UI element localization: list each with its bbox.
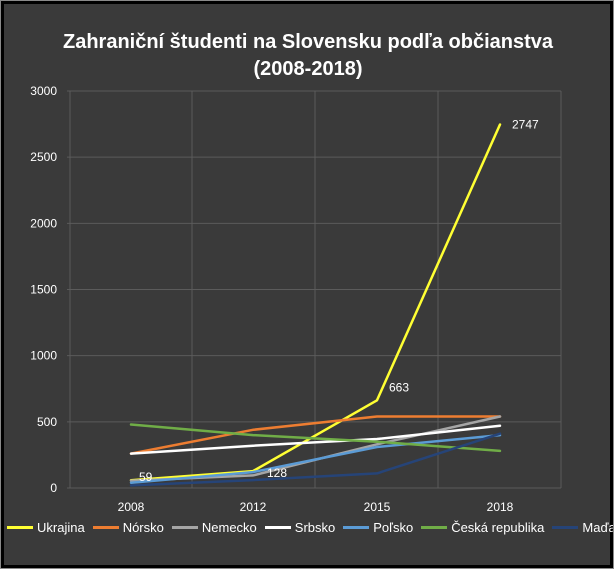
legend-label: Nórsko: [122, 520, 164, 535]
y-tick-label: 1000: [30, 349, 57, 363]
y-tick-label: 1500: [30, 283, 57, 297]
legend-item: Nemecko: [171, 520, 257, 535]
data-labels: 59 128 663 2747: [139, 117, 539, 484]
x-axis-ticks: 2008 2012 2015 2018: [118, 500, 514, 514]
chart-title: Zahraniční študenti na Slovensku podľa o…: [1, 29, 613, 83]
legend-swatch: [264, 526, 291, 529]
legend-label: Česká republika: [451, 520, 545, 535]
x-tick-label: 2018: [487, 500, 514, 514]
y-tick-label: 0: [50, 481, 57, 495]
series-line-po-sko: [129, 433, 502, 484]
y-axis-ticks: 0 500 1000 1500 2000 2500 3000: [30, 84, 57, 495]
legend-label: Poľsko: [373, 520, 414, 535]
legend: Ukrajina Nórsko Nemecko Srbsko Poľsko Česká r…: [7, 520, 613, 535]
y-tick-label: 500: [37, 415, 57, 429]
series-line-ma-arsko: [129, 432, 502, 487]
series-line--esk-republika: [129, 423, 502, 453]
x-tick-label: 2015: [364, 500, 391, 514]
series-line-srbsko: [129, 424, 502, 455]
legend-swatch: [343, 526, 370, 529]
series-lines: [129, 123, 502, 487]
y-tick-label: 2500: [30, 150, 57, 164]
chart-title-line: Zahraniční študenti na Slovensku podľa o…: [62, 31, 554, 53]
data-label: 59: [139, 470, 153, 484]
legend-item: Srbsko: [264, 520, 336, 535]
legend-swatch: [7, 526, 33, 529]
legend-label: Maďarsko: [582, 520, 614, 535]
legend-item: Česká republika: [421, 520, 544, 535]
y-tick-label: 2000: [30, 216, 57, 230]
x-tick-label: 2012: [240, 500, 267, 514]
legend-item: Nórsko: [92, 520, 164, 535]
legend-swatch: [552, 526, 579, 529]
data-label: 663: [389, 380, 409, 394]
legend-item: Maďarsko: [552, 520, 614, 535]
legend-item: Poľsko: [343, 520, 413, 535]
legend-swatch: [92, 526, 119, 529]
data-label: 2747: [512, 117, 539, 131]
x-tick-label: 2008: [118, 500, 145, 514]
chart-area: [4, 4, 610, 565]
series-line-ukrajina: [129, 123, 502, 482]
y-tick-label: 3000: [30, 84, 57, 98]
series-line-n-rsko: [129, 415, 502, 455]
chart-subtitle: (2008-2018): [253, 58, 363, 80]
legend-label: Srbsko: [294, 520, 336, 535]
legend-swatch: [171, 526, 198, 529]
data-label: 128: [267, 466, 287, 480]
legend-swatch: [421, 526, 448, 529]
legend-item: Ukrajina: [7, 520, 85, 535]
grid-lines: [67, 90, 562, 489]
legend-label: Nemecko: [201, 520, 257, 535]
legend-label: Ukrajina: [37, 520, 85, 535]
